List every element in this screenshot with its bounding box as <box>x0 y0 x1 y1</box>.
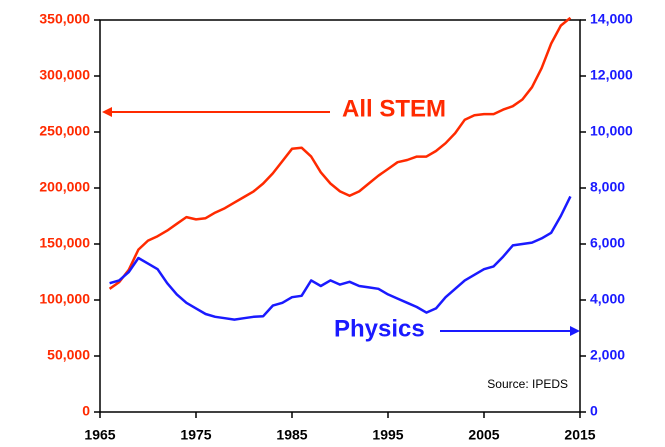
source: Source: IPEDS <box>487 377 568 391</box>
x-tick-label: 2015 <box>564 427 595 443</box>
x-tick-label: 1965 <box>84 427 115 443</box>
y-tick-label: 50,000 <box>47 347 90 363</box>
x-tick-label: 1975 <box>180 427 211 443</box>
y2-tick-label: 2,000 <box>590 347 625 363</box>
plot-frame <box>99 19 581 413</box>
y-tick-label: 250,000 <box>39 123 90 139</box>
y2-tick-label: 8,000 <box>590 179 625 195</box>
y-tick-label: 0 <box>82 403 90 419</box>
y-tick-label: 200,000 <box>39 179 90 195</box>
y2-tick-label: 4,000 <box>590 291 625 307</box>
y2-tick-label: 12,000 <box>590 67 633 83</box>
series-line <box>108 16 572 290</box>
annotation: All STEM <box>342 95 446 122</box>
y2-tick-label: 14,000 <box>590 11 633 27</box>
x-tick-label: 2005 <box>468 427 499 443</box>
y2-tick-label: 0 <box>590 403 598 419</box>
y2-tick-label: 6,000 <box>590 235 625 251</box>
y-tick-label: 100,000 <box>39 291 90 307</box>
y-tick-label: 300,000 <box>39 67 90 83</box>
y2-tick-label: 10,000 <box>590 123 633 139</box>
x-tick-label: 1995 <box>372 427 403 443</box>
x-tick-label: 1985 <box>276 427 307 443</box>
y-tick-label: 350,000 <box>39 11 90 27</box>
annotation: Physics <box>334 315 425 342</box>
y-tick-label: 150,000 <box>39 235 90 251</box>
series-line <box>109 195 572 321</box>
